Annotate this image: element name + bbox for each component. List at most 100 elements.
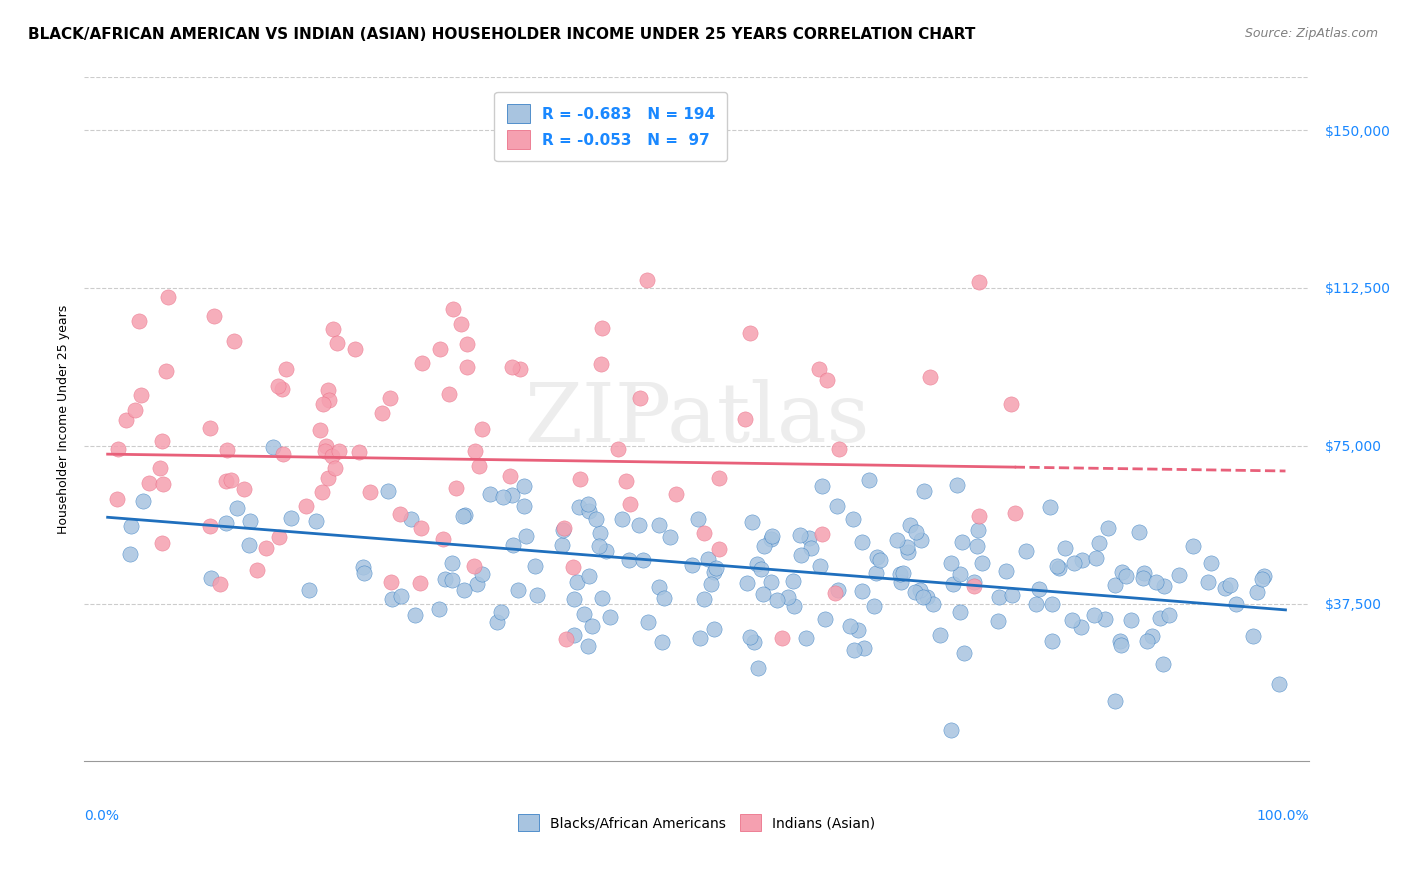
Indians (Asian) [138,475,160,490]
Indians (Asian) [738,326,761,341]
Indians (Asian) [920,370,942,384]
Indians (Asian) [665,487,688,501]
Indians (Asian) [450,317,472,331]
Blacks/African Americans [846,624,869,638]
Indians (Asian) [824,585,846,599]
Blacks/African Americans [1128,525,1150,540]
Blacks/African Americans [262,440,284,454]
Blacks/African Americans [589,525,612,540]
Blacks/African Americans [922,597,945,611]
Blacks/African Americans [1219,577,1241,591]
Indians (Asian) [114,413,136,427]
Blacks/African Americans [1181,539,1204,553]
Text: ZIPatlas: ZIPatlas [524,379,869,459]
Blacks/African Americans [305,514,328,528]
Indians (Asian) [202,309,225,323]
Indians (Asian) [150,535,173,549]
Blacks/African Americans [1040,598,1063,612]
Indians (Asian) [150,434,173,449]
Blacks/African Americans [1097,521,1119,535]
Blacks/African Americans [1083,607,1105,622]
Indians (Asian) [693,525,716,540]
Blacks/African Americans [513,478,536,492]
Blacks/African Americans [942,577,965,591]
Blacks/African Americans [1001,588,1024,602]
Blacks/African Americans [782,574,804,588]
Blacks/African Americans [478,486,501,500]
Indians (Asian) [501,359,523,374]
Blacks/African Americans [689,631,711,645]
Blacks/African Americans [526,588,548,602]
Indians (Asian) [316,383,339,397]
Blacks/African Americans [697,552,720,566]
Blacks/African Americans [1040,634,1063,648]
Indians (Asian) [209,576,232,591]
Blacks/African Americans [1104,694,1126,708]
Indians (Asian) [217,442,239,457]
Blacks/African Americans [610,511,633,525]
Indians (Asian) [380,575,402,590]
Blacks/African Americans [427,602,450,616]
Indians (Asian) [432,533,454,547]
Blacks/African Americans [389,589,412,603]
Blacks/African Americans [562,628,585,642]
Text: 0.0%: 0.0% [84,809,120,823]
Blacks/African Americans [738,630,761,644]
Blacks/African Americans [1268,676,1291,690]
Blacks/African Americans [1153,579,1175,593]
Indians (Asian) [311,484,333,499]
Indians (Asian) [553,521,575,535]
Blacks/African Americans [1104,577,1126,591]
Blacks/African Americans [789,548,811,562]
Blacks/African Americans [1197,575,1219,590]
Blacks/African Americans [659,530,682,544]
Blacks/African Americans [1168,567,1191,582]
Indians (Asian) [274,362,297,376]
Indians (Asian) [707,542,730,557]
Blacks/African Americans [1246,584,1268,599]
Blacks/African Americans [950,535,973,549]
Indians (Asian) [456,359,478,374]
Indians (Asian) [124,403,146,417]
Indians (Asian) [347,445,370,459]
Blacks/African Americans [1111,638,1133,652]
Blacks/African Americans [703,622,725,636]
Blacks/African Americans [1109,634,1132,648]
Indians (Asian) [312,397,335,411]
Blacks/African Americans [987,614,1010,628]
Text: Source: ZipAtlas.com: Source: ZipAtlas.com [1244,27,1378,40]
Indians (Asian) [318,392,340,407]
Blacks/African Americans [524,559,547,574]
Blacks/African Americans [515,529,537,543]
Blacks/African Americans [946,478,969,492]
Indians (Asian) [326,336,349,351]
Blacks/African Americans [852,640,875,655]
Indians (Asian) [378,392,401,406]
Indians (Asian) [828,442,851,456]
Y-axis label: Householder Income Under 25 years: Householder Income Under 25 years [58,305,70,534]
Blacks/African Americans [1053,541,1076,555]
Blacks/African Americans [1084,550,1107,565]
Indians (Asian) [316,471,339,485]
Blacks/African Americans [280,511,302,525]
Indians (Asian) [232,482,254,496]
Blacks/African Americans [576,497,599,511]
Blacks/African Americans [628,517,651,532]
Blacks/African Americans [1039,500,1062,514]
Blacks/African Americans [908,583,931,598]
Blacks/African Americans [704,561,727,575]
Indians (Asian) [770,631,793,645]
Blacks/African Americans [851,535,873,549]
Blacks/African Americans [433,572,456,586]
Blacks/African Americans [842,512,865,526]
Blacks/African Americans [1014,543,1036,558]
Blacks/African Americans [897,545,920,559]
Blacks/African Americans [492,490,515,504]
Blacks/African Americans [1132,571,1154,585]
Blacks/African Americans [765,592,787,607]
Blacks/African Americans [562,591,585,606]
Blacks/African Americans [866,549,889,564]
Indians (Asian) [129,388,152,402]
Blacks/African Americans [595,544,617,558]
Indians (Asian) [429,343,451,357]
